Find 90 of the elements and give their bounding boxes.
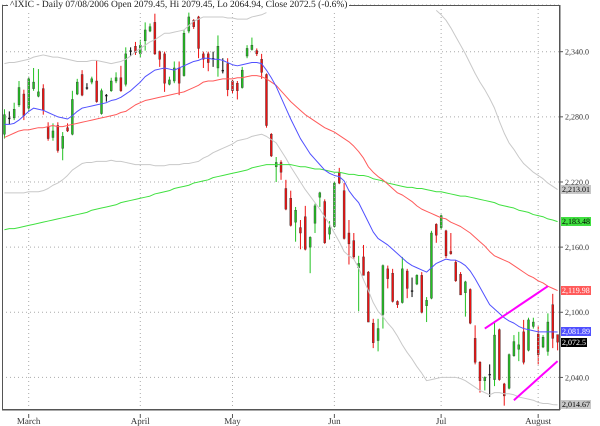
candlestick: [532, 317, 535, 330]
candlestick: [246, 44, 248, 59]
candlestick: [308, 236, 312, 274]
candlestick: [241, 66, 244, 90]
y-tick-label: 2,340.0: [565, 48, 589, 57]
candlestick: [42, 84, 44, 116]
candlestick: [542, 334, 544, 349]
candlestick: [362, 244, 365, 276]
x-tick-label: May: [224, 416, 242, 426]
candlestick: [459, 272, 462, 296]
candlestick: [474, 324, 476, 365]
x-tick-label: Jun: [328, 416, 342, 426]
candlestick: [435, 222, 438, 244]
candlestick: [76, 78, 78, 96]
candlestick: [52, 122, 54, 142]
data-label: 2,213.01: [561, 185, 591, 194]
candlestick: [110, 77, 112, 92]
candlestick: [386, 265, 389, 289]
candlestick: [318, 191, 322, 208]
candlestick: [100, 88, 103, 116]
candlestick: [270, 132, 273, 158]
candlestick: [372, 318, 374, 349]
candlestick: [314, 203, 316, 234]
candlestick: [464, 280, 467, 318]
candlestick: [114, 72, 118, 84]
candlestick: [284, 179, 288, 211]
x-tick-label: August: [525, 416, 552, 426]
candlestick: [503, 382, 506, 406]
candlestick: [231, 79, 234, 95]
candlestick: [512, 334, 516, 358]
candlestick: [454, 260, 457, 282]
candlestick: [207, 51, 210, 72]
candlestick: [425, 296, 428, 323]
data-label: 2,014.67: [561, 400, 591, 410]
x-tick-label: Jul: [436, 416, 447, 426]
candlestick: [18, 80, 20, 108]
candlestick: [80, 70, 84, 97]
candlestick: [32, 67, 35, 92]
candlestick: [120, 65, 122, 92]
candlestick: [416, 274, 418, 286]
candlestick: [144, 22, 146, 52]
candlestick: [8, 110, 11, 125]
candlestick: [478, 360, 482, 394]
candlestick: [61, 132, 64, 161]
candlestick: [294, 206, 297, 242]
x-tick-label: March: [16, 416, 41, 426]
y-tick-label: 2,040.0: [565, 373, 589, 382]
candlestick: [556, 334, 559, 351]
candlestick: [406, 268, 408, 299]
candlestick: [450, 232, 452, 256]
candlestick: [260, 53, 263, 80]
candlestick: [518, 331, 520, 362]
candlestick: [188, 12, 190, 34]
annotation: 2,072.5: [561, 338, 587, 347]
candlestick: [250, 37, 254, 52]
candlestick: [216, 34, 220, 78]
candlestick: [12, 102, 16, 121]
line-series: [4, 134, 558, 406]
candlestick: [37, 68, 40, 98]
candlestick: [236, 80, 239, 100]
candlestick: [328, 220, 331, 240]
candlestick: [280, 160, 282, 180]
candlestick: [46, 122, 50, 142]
y-tick-label: 2,280.0: [565, 112, 589, 122]
candlestick: [299, 219, 302, 250]
candlestick: [222, 58, 224, 74]
data-label: 2,119.98: [561, 286, 591, 296]
candlestick: [158, 50, 161, 68]
line-series: [512, 360, 559, 402]
y-tick-label: 2,160.0: [565, 242, 589, 252]
y-tick-label: 2,100.0: [565, 308, 589, 318]
candlestick: [338, 167, 340, 185]
data-label: 2,183.48: [561, 217, 591, 226]
candlestick: [348, 219, 350, 266]
y-tick-label: 2,220.0: [565, 178, 589, 187]
candlestick: [134, 41, 137, 56]
candlestick: [376, 318, 380, 352]
candlestick: [178, 60, 180, 96]
candlestick: [3, 108, 6, 140]
line-series: [484, 285, 549, 330]
candlestick: [173, 60, 176, 84]
candlestick: [95, 60, 98, 104]
candlestick: [484, 376, 486, 391]
data-label: 2,081.89: [561, 327, 591, 336]
candlestick: [410, 277, 414, 298]
candlestick: [352, 232, 356, 260]
candlestick: [22, 89, 26, 121]
candlestick: [488, 364, 491, 398]
chart-title: ^IXIC - Daily 07/08/2006 Open 2079.45, Hi 2079.45, Lo 2064.94, Close 2072.5 (-0.6%): [8, 0, 350, 11]
x-tick-label: April: [130, 416, 150, 426]
